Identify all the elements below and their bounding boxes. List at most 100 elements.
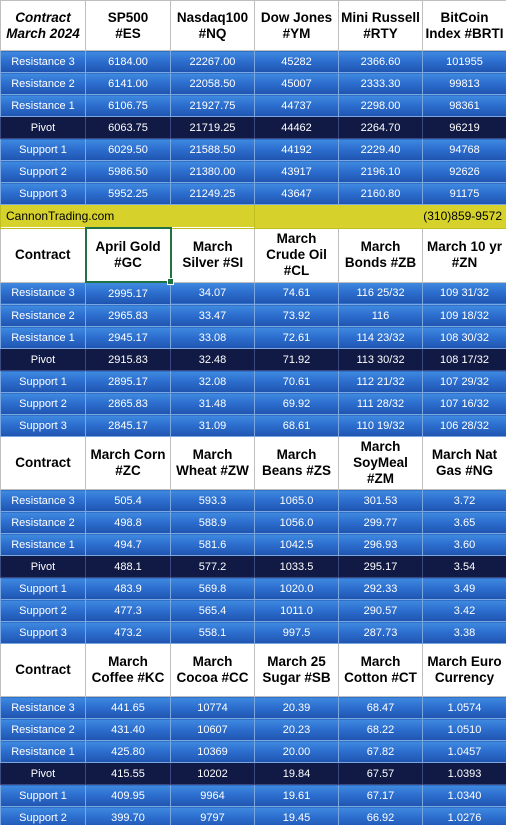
level-value[interactable]: 3.60 — [422, 533, 506, 556]
level-value[interactable]: 2229.40 — [338, 138, 423, 161]
level-label[interactable]: Resistance 3 — [0, 696, 86, 719]
level-value[interactable]: 2895.17 — [85, 370, 171, 393]
level-value[interactable]: 67.82 — [338, 740, 423, 763]
level-label[interactable]: Resistance 2 — [0, 72, 86, 95]
level-value[interactable]: 301.53 — [338, 489, 423, 512]
level-label[interactable]: Support 2 — [0, 392, 86, 415]
level-value[interactable]: 91175 — [422, 182, 506, 205]
level-label[interactable]: Support 3 — [0, 414, 86, 437]
phone-number-text[interactable]: (310)859-9572 — [254, 204, 506, 229]
contract-header[interactable]: March Euro Currency — [422, 643, 506, 697]
contract-header[interactable]: March Crude Oil #CL — [254, 227, 339, 283]
level-value[interactable]: 5952.25 — [85, 182, 171, 205]
level-label[interactable]: Support 2 — [0, 806, 86, 825]
level-value[interactable]: 494.7 — [85, 533, 171, 556]
level-value[interactable]: 68.22 — [338, 718, 423, 741]
level-value[interactable]: 44192 — [254, 138, 339, 161]
level-value[interactable]: 67.57 — [338, 762, 423, 785]
level-label[interactable]: Support 1 — [0, 784, 86, 807]
level-value[interactable]: 32.48 — [170, 348, 255, 371]
level-value[interactable]: 43917 — [254, 160, 339, 183]
contract-header[interactable]: BitCoin Index #BRTI — [422, 0, 506, 51]
level-label[interactable]: Support 1 — [0, 370, 86, 393]
level-value[interactable]: 110 19/32 — [338, 414, 423, 437]
level-value[interactable]: 32.08 — [170, 370, 255, 393]
level-value[interactable]: 2160.80 — [338, 182, 423, 205]
contract-label-header[interactable]: Contract — [0, 643, 86, 697]
level-value[interactable]: 31.09 — [170, 414, 255, 437]
level-value[interactable]: 415.55 — [85, 762, 171, 785]
level-value[interactable]: 477.3 — [85, 599, 171, 622]
level-value[interactable]: 290.57 — [338, 599, 423, 622]
contract-label-header[interactable]: Contract March 2024 — [0, 0, 86, 51]
contract-header[interactable]: March 10 yr #ZN — [422, 227, 506, 283]
level-value[interactable]: 96219 — [422, 116, 506, 139]
level-value[interactable]: 113 30/32 — [338, 348, 423, 371]
level-value[interactable]: 569.8 — [170, 577, 255, 600]
level-value[interactable]: 33.47 — [170, 304, 255, 327]
level-label[interactable]: Pivot — [0, 116, 86, 139]
level-value[interactable]: 19.61 — [254, 784, 339, 807]
level-value[interactable]: 6063.75 — [85, 116, 171, 139]
level-value[interactable]: 72.61 — [254, 326, 339, 349]
contract-label-header[interactable]: Contract — [0, 227, 86, 283]
level-value[interactable]: 295.17 — [338, 555, 423, 578]
level-value[interactable]: 114 23/32 — [338, 326, 423, 349]
level-value[interactable]: 21380.00 — [170, 160, 255, 183]
level-value[interactable]: 108 17/32 — [422, 348, 506, 371]
level-value[interactable]: 997.5 — [254, 621, 339, 644]
level-label[interactable]: Resistance 1 — [0, 326, 86, 349]
level-value[interactable]: 67.17 — [338, 784, 423, 807]
level-value[interactable]: 441.65 — [85, 696, 171, 719]
level-value[interactable]: 425.80 — [85, 740, 171, 763]
level-value[interactable]: 577.2 — [170, 555, 255, 578]
level-value[interactable]: 107 16/32 — [422, 392, 506, 415]
level-value[interactable]: 68.61 — [254, 414, 339, 437]
level-value[interactable]: 1.0340 — [422, 784, 506, 807]
level-value[interactable]: 109 31/32 — [422, 281, 506, 305]
level-label[interactable]: Resistance 2 — [0, 304, 86, 327]
level-value[interactable]: 1.0393 — [422, 762, 506, 785]
level-value[interactable]: 6029.50 — [85, 138, 171, 161]
level-value[interactable]: 107 29/32 — [422, 370, 506, 393]
contract-label-header[interactable]: Contract — [0, 436, 86, 490]
level-value[interactable]: 2865.83 — [85, 392, 171, 415]
level-label[interactable]: Resistance 2 — [0, 718, 86, 741]
level-value[interactable]: 1033.5 — [254, 555, 339, 578]
level-value[interactable]: 1056.0 — [254, 511, 339, 534]
level-value[interactable]: 3.49 — [422, 577, 506, 600]
level-value[interactable]: 505.4 — [85, 489, 171, 512]
level-value[interactable]: 2945.17 — [85, 326, 171, 349]
level-value[interactable]: 21927.75 — [170, 94, 255, 117]
level-value[interactable]: 116 25/32 — [338, 281, 423, 305]
level-value[interactable]: 292.33 — [338, 577, 423, 600]
level-value[interactable]: 473.2 — [85, 621, 171, 644]
contract-header[interactable]: April Gold #GC — [84, 227, 172, 283]
contract-header[interactable]: March Nat Gas #NG — [422, 436, 506, 490]
level-value[interactable]: 109 18/32 — [422, 304, 506, 327]
level-value[interactable]: 1042.5 — [254, 533, 339, 556]
website-text[interactable]: CannonTrading.com — [0, 204, 255, 229]
contract-header[interactable]: Dow Jones #YM — [254, 0, 339, 51]
level-value[interactable]: 70.61 — [254, 370, 339, 393]
level-label[interactable]: Pivot — [0, 348, 86, 371]
level-value[interactable]: 73.92 — [254, 304, 339, 327]
level-label[interactable]: Support 3 — [0, 182, 86, 205]
level-value[interactable]: 94768 — [422, 138, 506, 161]
level-value[interactable]: 3.65 — [422, 511, 506, 534]
level-value[interactable]: 98361 — [422, 94, 506, 117]
level-label[interactable]: Resistance 2 — [0, 511, 86, 534]
level-label[interactable]: Resistance 3 — [0, 281, 86, 305]
level-value[interactable]: 2915.83 — [85, 348, 171, 371]
level-value[interactable]: 44462 — [254, 116, 339, 139]
level-value[interactable]: 1.0457 — [422, 740, 506, 763]
level-value[interactable]: 3.42 — [422, 599, 506, 622]
level-value[interactable]: 9797 — [170, 806, 255, 825]
level-value[interactable]: 431.40 — [85, 718, 171, 741]
level-value[interactable]: 6141.00 — [85, 72, 171, 95]
level-value[interactable]: 1065.0 — [254, 489, 339, 512]
level-label[interactable]: Resistance 1 — [0, 94, 86, 117]
level-value[interactable]: 6184.00 — [85, 50, 171, 73]
level-value[interactable]: 20.39 — [254, 696, 339, 719]
level-value[interactable]: 2264.70 — [338, 116, 423, 139]
